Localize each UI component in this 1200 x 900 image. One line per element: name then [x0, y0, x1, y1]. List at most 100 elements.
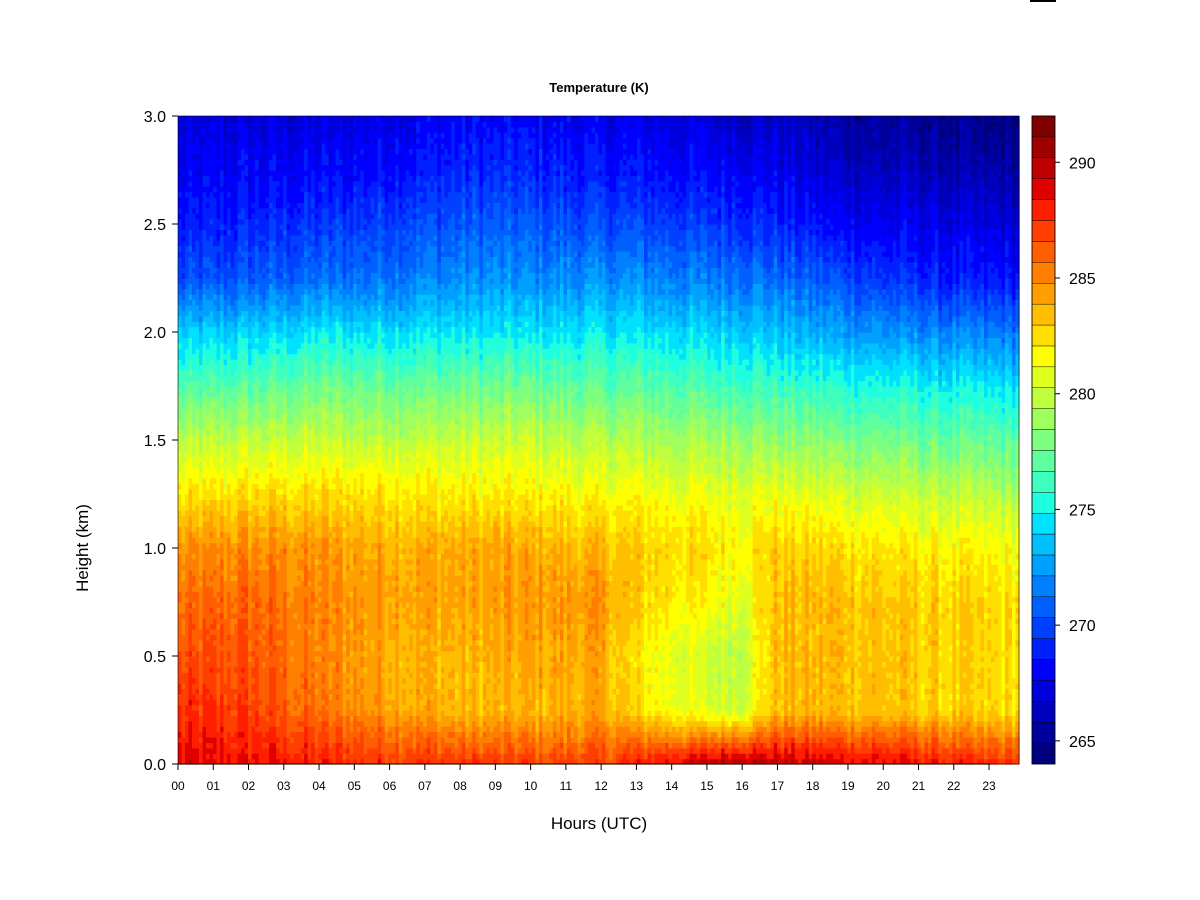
- heatmap-cell: [244, 288, 249, 295]
- heatmap-cell: [230, 623, 235, 630]
- heatmap-cell: [209, 521, 214, 527]
- heatmap-cell: [307, 234, 312, 241]
- heatmap-cell: [199, 688, 204, 695]
- heatmap-cell: [227, 537, 232, 544]
- heatmap-cell: [286, 558, 291, 565]
- heatmap-cell: [230, 213, 235, 220]
- heatmap-cell: [248, 607, 253, 614]
- heatmap-cell: [283, 623, 288, 630]
- heatmap-cell: [230, 348, 235, 355]
- heatmap-cell: [255, 585, 260, 592]
- heatmap-cell: [283, 585, 288, 592]
- heatmap-cell: [293, 553, 298, 560]
- heatmap-cell: [251, 197, 256, 203]
- heatmap-cell: [213, 213, 218, 220]
- heatmap-cell: [181, 472, 186, 479]
- heatmap-cell: [255, 456, 260, 463]
- heatmap-cell: [220, 229, 225, 236]
- heatmap-cell: [185, 537, 190, 544]
- heatmap-cell: [220, 683, 225, 689]
- heatmap-cell: [290, 272, 295, 279]
- heatmap-cell: [178, 175, 183, 182]
- heatmap-cell: [220, 218, 225, 225]
- heatmap-cell: [202, 278, 207, 284]
- heatmap-cell: [258, 207, 263, 214]
- heatmap-cell: [220, 612, 225, 619]
- heatmap-cell: [290, 332, 295, 338]
- heatmap-cell: [307, 121, 312, 128]
- heatmap-cell: [209, 537, 214, 544]
- heatmap-cell: [244, 353, 249, 360]
- heatmap-cell: [321, 569, 326, 576]
- heatmap-cell: [185, 440, 190, 446]
- heatmap-cell: [272, 251, 277, 257]
- heatmap-cell: [300, 737, 305, 743]
- heatmap-cell: [283, 629, 288, 635]
- heatmap-cell: [213, 521, 218, 527]
- heatmap-cell: [241, 704, 246, 711]
- heatmap-cell: [297, 342, 302, 349]
- heatmap-cell: [195, 661, 200, 668]
- heatmap-cell: [234, 413, 239, 419]
- heatmap-cell: [272, 121, 277, 128]
- heatmap-cell: [297, 218, 302, 225]
- heatmap-cell: [300, 720, 305, 727]
- heatmap-cell: [269, 251, 274, 257]
- heatmap-cell: [297, 645, 302, 652]
- heatmap-cell: [195, 526, 200, 533]
- heatmap-cell: [220, 213, 225, 220]
- heatmap-cell: [188, 251, 193, 257]
- heatmap-cell: [251, 445, 256, 452]
- heatmap-cell: [230, 218, 235, 225]
- heatmap-cell: [227, 213, 232, 220]
- heatmap-cell: [234, 753, 239, 760]
- heatmap-cell: [230, 699, 235, 706]
- heatmap-cell: [209, 186, 214, 193]
- heatmap-cell: [279, 731, 284, 738]
- heatmap-cell: [255, 245, 260, 252]
- heatmap-cell: [206, 423, 211, 430]
- heatmap-cell: [223, 364, 228, 371]
- heatmap-cell: [258, 715, 263, 722]
- heatmap-cell: [318, 564, 323, 571]
- heatmap-cell: [290, 715, 295, 722]
- heatmap-cell: [255, 580, 260, 587]
- heatmap-cell: [181, 407, 186, 414]
- heatmap-cell: [202, 737, 207, 743]
- heatmap-cell: [269, 450, 274, 457]
- heatmap-cell: [307, 720, 312, 727]
- heatmap-cell: [283, 299, 288, 306]
- heatmap-cell: [272, 434, 277, 441]
- heatmap-cell: [227, 261, 232, 268]
- heatmap-cell: [206, 737, 211, 743]
- heatmap-cell: [241, 434, 246, 441]
- heatmap-cell: [181, 245, 186, 252]
- heatmap-cell: [262, 229, 267, 236]
- heatmap-cell: [234, 521, 239, 527]
- heatmap-cell: [304, 267, 309, 274]
- heatmap-cell: [178, 542, 183, 549]
- heatmap-cell: [178, 629, 183, 635]
- heatmap-cell: [283, 288, 288, 295]
- heatmap-cell: [283, 342, 288, 349]
- heatmap-cell: [307, 585, 312, 592]
- heatmap-cell: [318, 218, 323, 225]
- heatmap-cell: [216, 456, 221, 463]
- heatmap-cell: [318, 699, 323, 706]
- heatmap-cell: [248, 251, 253, 257]
- heatmap-cell: [286, 353, 291, 360]
- heatmap-cell: [185, 526, 190, 533]
- heatmap-cell: [178, 456, 183, 463]
- heatmap-cell: [178, 251, 183, 257]
- heatmap-cell: [227, 612, 232, 619]
- heatmap-cell: [185, 683, 190, 689]
- heatmap-cell: [241, 267, 246, 274]
- heatmap-cell: [185, 272, 190, 279]
- heatmap-cell: [241, 305, 246, 311]
- heatmap-cell: [241, 580, 246, 587]
- heatmap-cell: [307, 504, 312, 511]
- heatmap-cell: [279, 321, 284, 328]
- heatmap-cell: [192, 418, 197, 425]
- heatmap-cell: [188, 634, 193, 641]
- heatmap-cell: [293, 332, 298, 338]
